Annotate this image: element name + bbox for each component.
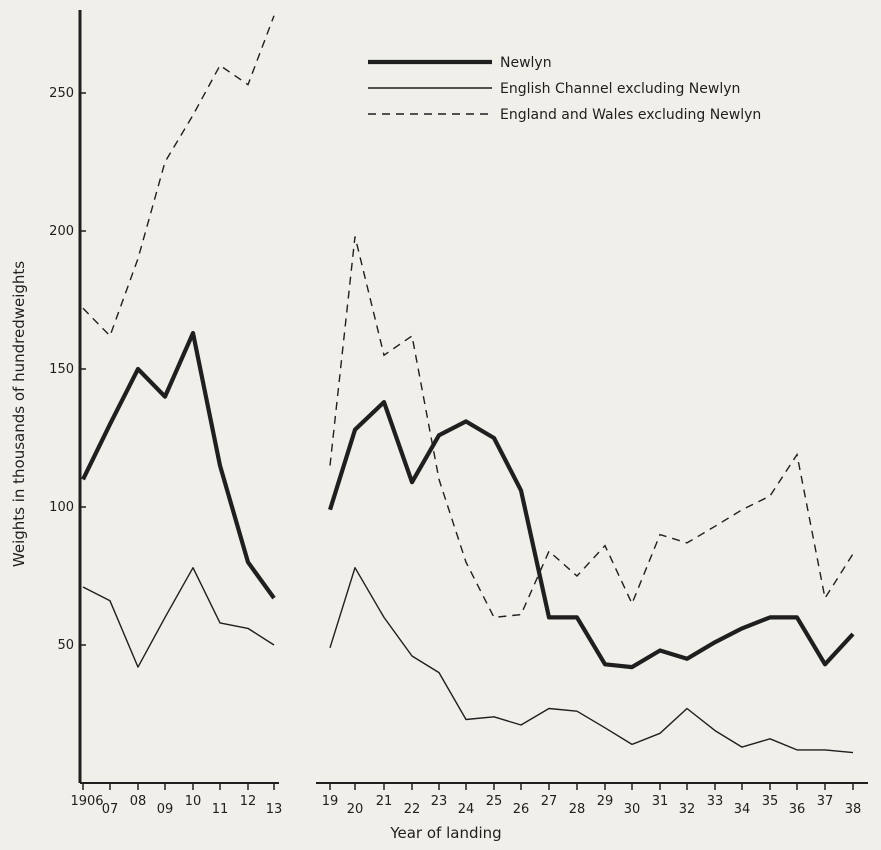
x-tick-label: 25	[486, 794, 503, 809]
y-tick-label: 50	[57, 638, 74, 653]
legend-label: England and Wales excluding Newlyn	[500, 107, 761, 123]
x-axis-title: Year of landing	[389, 824, 501, 842]
series-2	[83, 568, 853, 753]
x-tick-label: 09	[157, 802, 174, 817]
x-tick-label: 30	[624, 802, 641, 817]
x-tick-label: 08	[130, 794, 147, 809]
x-tick-label: 27	[541, 794, 558, 809]
y-axis-title: Weights in thousands of hundredweights	[10, 261, 28, 567]
x-tick-label: 07	[102, 802, 119, 817]
y-tick-label: 150	[49, 362, 74, 377]
axes-layer	[80, 10, 868, 783]
x-tick-label: 22	[404, 802, 421, 817]
y-tick-label: 100	[49, 500, 74, 515]
x-tick-label: 24	[458, 802, 475, 817]
series-3	[83, 16, 853, 618]
series-2-line-pre-war-i	[83, 568, 274, 667]
x-tick-label: 21	[376, 794, 393, 809]
series-3-line-post-war-i	[330, 237, 853, 618]
series-layer	[83, 16, 853, 753]
x-tick-label: 32	[679, 802, 696, 817]
legend-label: English Channel excluding Newlyn	[500, 81, 740, 97]
x-tick-label: 26	[513, 802, 530, 817]
x-tick-label: 38	[845, 802, 862, 817]
x-tick-label: 28	[569, 802, 586, 817]
x-tick-label: 12	[240, 794, 257, 809]
x-tick-label: 36	[789, 802, 806, 817]
x-tick-label: 13	[266, 802, 283, 817]
x-tick-label: 1906	[70, 794, 103, 809]
series-3-line-pre-war-i	[83, 16, 274, 336]
x-tick-label: 23	[431, 794, 448, 809]
series-1-line-pre-war-i	[83, 333, 274, 598]
legend: Newlyn English Channel excluding Newlyn En…	[368, 55, 761, 123]
x-tick-label: 20	[347, 802, 364, 817]
legend-label: Newlyn	[500, 55, 552, 71]
x-tick-label: 37	[817, 794, 834, 809]
x-tick-label: 19	[322, 794, 339, 809]
x-tick-label: 10	[185, 794, 202, 809]
y-tick-label: 250	[49, 86, 74, 101]
series-1-line-post-war-i	[330, 402, 853, 667]
x-tick-label: 34	[734, 802, 751, 817]
x-tick-label: 29	[597, 794, 614, 809]
x-tick-label: 33	[707, 794, 724, 809]
x-tick-label: 31	[652, 794, 669, 809]
x-tick-label: 35	[762, 794, 779, 809]
y-tick-label: 200	[49, 224, 74, 239]
series-2-line-post-war-i	[330, 568, 853, 753]
series-1	[83, 333, 853, 667]
x-tick-label: 11	[212, 802, 229, 817]
